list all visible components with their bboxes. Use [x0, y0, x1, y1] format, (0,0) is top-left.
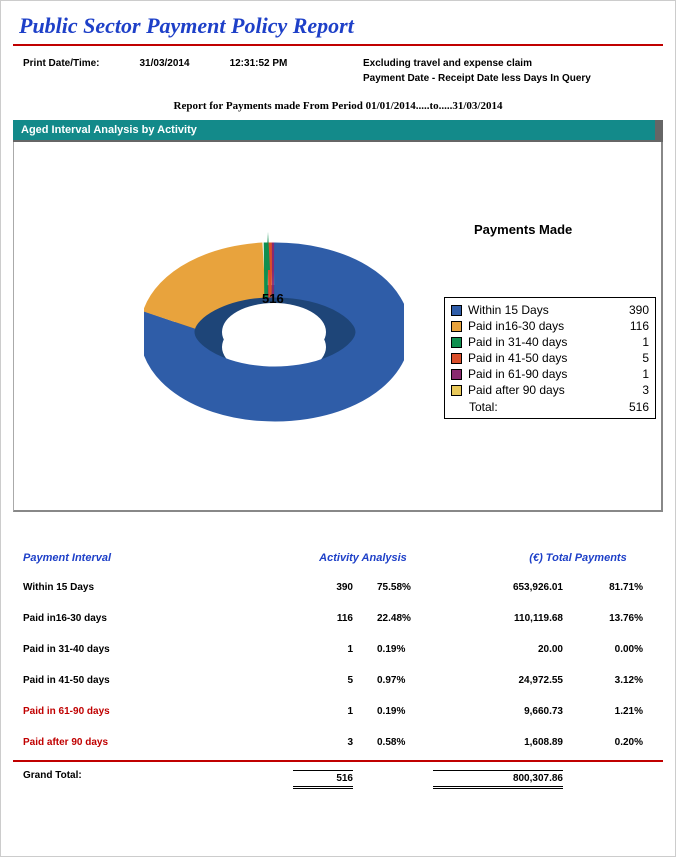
cell-amount: 24,972.55	[433, 675, 563, 686]
legend-swatch	[451, 337, 462, 348]
legend-row: Paid in 61-90 days1	[451, 366, 649, 382]
cell-pct: 75.58%	[353, 582, 433, 593]
section-header: Aged Interval Analysis by Activity	[13, 120, 663, 142]
cell-interval: Within 15 Days	[23, 582, 293, 593]
cell-pct: 22.48%	[353, 613, 433, 624]
cell-count: 5	[293, 675, 353, 686]
legend-value: 1	[617, 335, 649, 349]
cell-interval: Paid after 90 days	[23, 737, 293, 748]
page-title: Public Sector Payment Policy Report	[1, 1, 675, 44]
table-row: Paid in 31-40 days10.19%20.000.00%	[23, 634, 653, 665]
cell-interval: Paid in 31-40 days	[23, 644, 293, 655]
donut-chart	[144, 202, 404, 462]
legend-label: Paid after 90 days	[468, 383, 617, 397]
meta-note1: Excluding travel and expense claim	[363, 58, 532, 69]
legend: Within 15 Days390Paid in16-30 days116Pai…	[444, 297, 656, 419]
legend-label: Paid in 61-90 days	[468, 367, 617, 381]
cell-count: 116	[293, 613, 353, 624]
cell-apct: 81.71%	[563, 582, 643, 593]
grand-total-row: Grand Total: 516 800,307.86	[23, 764, 653, 795]
cell-amount: 9,660.73	[433, 706, 563, 717]
th-interval: Payment Interval	[23, 552, 293, 564]
cell-apct: 0.20%	[563, 737, 643, 748]
donut-center-value: 516	[262, 291, 284, 306]
legend-value: 116	[617, 319, 649, 333]
meta-note2: Payment Date - Receipt Date less Days In…	[363, 73, 591, 84]
print-time: 12:31:52 PM	[230, 58, 288, 69]
th-total-payments: (€) Total Payments	[513, 552, 643, 564]
legend-total-row: Total: 516	[451, 398, 649, 414]
legend-value: 5	[617, 351, 649, 365]
cell-interval: Paid in 61-90 days	[23, 706, 293, 717]
table-row: Paid after 90 days30.58%1,608.890.20%	[23, 727, 653, 758]
cell-amount: 1,608.89	[433, 737, 563, 748]
legend-value: 1	[617, 367, 649, 381]
chart-area: 516 Payments Made Within 15 Days390Paid …	[13, 142, 663, 512]
cell-amount: 110,119.68	[433, 613, 563, 624]
table-header: Payment Interval Activity Analysis (€) T…	[23, 552, 653, 572]
cell-apct: 3.12%	[563, 675, 643, 686]
cell-pct: 0.58%	[353, 737, 433, 748]
grand-label: Grand Total:	[23, 770, 293, 789]
cell-apct: 1.21%	[563, 706, 643, 717]
cell-amount: 653,926.01	[433, 582, 563, 593]
legend-label: Paid in16-30 days	[468, 319, 617, 333]
table-row: Within 15 Days39075.58%653,926.0181.71%	[23, 572, 653, 603]
legend-label: Paid in 31-40 days	[468, 335, 617, 349]
legend-value: 390	[617, 303, 649, 317]
print-date: 31/03/2014	[140, 58, 190, 69]
legend-swatch	[451, 385, 462, 396]
report-range: Report for Payments made From Period 01/…	[1, 100, 675, 112]
legend-total-label: Total:	[451, 400, 617, 414]
legend-swatch	[451, 369, 462, 380]
grand-rule	[13, 760, 663, 762]
legend-row: Paid in16-30 days116	[451, 318, 649, 334]
cell-apct: 13.76%	[563, 613, 643, 624]
cell-pct: 0.19%	[353, 706, 433, 717]
print-label: Print Date/Time:	[23, 58, 100, 69]
grand-count: 516	[293, 770, 353, 789]
legend-row: Paid in 41-50 days5	[451, 350, 649, 366]
table-row: Paid in 41-50 days50.97%24,972.553.12%	[23, 665, 653, 696]
cell-interval: Paid in 41-50 days	[23, 675, 293, 686]
grand-amount: 800,307.86	[433, 770, 563, 789]
table-row: Paid in 61-90 days10.19%9,660.731.21%	[23, 696, 653, 727]
meta-row-2: Payment Date - Receipt Date less Days In…	[1, 69, 675, 84]
cell-amount: 20.00	[433, 644, 563, 655]
title-rule	[13, 44, 663, 46]
legend-swatch	[451, 353, 462, 364]
table-row: Paid in16-30 days11622.48%110,119.6813.7…	[23, 603, 653, 634]
meta-row-1: Print Date/Time: 31/03/2014 12:31:52 PM …	[1, 54, 675, 69]
cell-interval: Paid in16-30 days	[23, 613, 293, 624]
cell-pct: 0.19%	[353, 644, 433, 655]
cell-count: 1	[293, 644, 353, 655]
legend-swatch	[451, 321, 462, 332]
legend-row: Within 15 Days390	[451, 302, 649, 318]
cell-pct: 0.97%	[353, 675, 433, 686]
legend-label: Paid in 41-50 days	[468, 351, 617, 365]
th-activity: Activity Analysis	[293, 552, 433, 564]
legend-value: 3	[617, 383, 649, 397]
cell-count: 1	[293, 706, 353, 717]
cell-apct: 0.00%	[563, 644, 643, 655]
legend-swatch	[451, 305, 462, 316]
cell-count: 390	[293, 582, 353, 593]
legend-total-value: 516	[617, 400, 649, 414]
legend-row: Paid in 31-40 days1	[451, 334, 649, 350]
legend-label: Within 15 Days	[468, 303, 617, 317]
chart-title: Payments Made	[474, 222, 572, 237]
legend-row: Paid after 90 days3	[451, 382, 649, 398]
cell-count: 3	[293, 737, 353, 748]
